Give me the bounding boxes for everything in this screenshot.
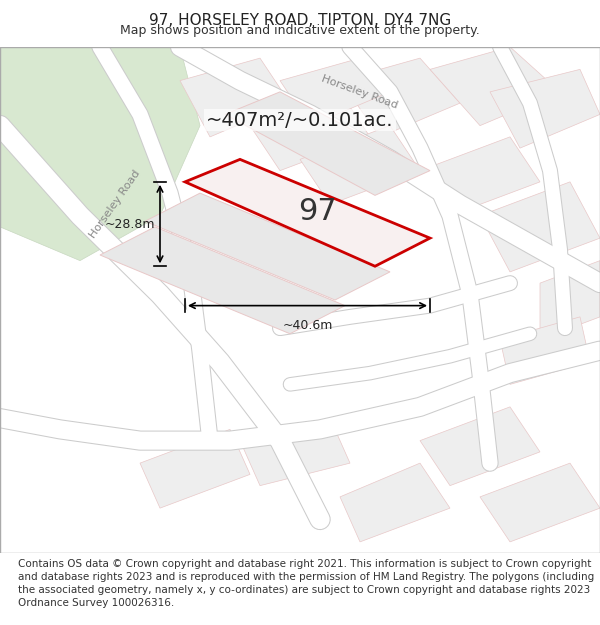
Text: Contains OS data © Crown copyright and database right 2021. This information is : Contains OS data © Crown copyright and d…	[18, 559, 594, 609]
Text: Horseley Road: Horseley Road	[320, 73, 400, 111]
Text: Horseley Road: Horseley Road	[88, 169, 142, 240]
Polygon shape	[250, 92, 370, 171]
Polygon shape	[500, 317, 590, 384]
Polygon shape	[185, 159, 430, 266]
Polygon shape	[490, 69, 600, 148]
Polygon shape	[340, 463, 450, 542]
Text: ~407m²/~0.101ac.: ~407m²/~0.101ac.	[206, 111, 394, 129]
Polygon shape	[300, 126, 420, 204]
Polygon shape	[430, 47, 560, 126]
Polygon shape	[0, 47, 200, 261]
Polygon shape	[140, 429, 250, 508]
Polygon shape	[420, 137, 540, 216]
Polygon shape	[340, 58, 460, 137]
Text: 97: 97	[298, 197, 337, 226]
Polygon shape	[180, 58, 290, 137]
Polygon shape	[480, 463, 600, 542]
Polygon shape	[145, 193, 390, 300]
Text: Map shows position and indicative extent of the property.: Map shows position and indicative extent…	[120, 24, 480, 36]
Polygon shape	[225, 92, 430, 196]
Polygon shape	[280, 58, 390, 126]
Text: ~40.6m: ~40.6m	[283, 319, 332, 332]
Polygon shape	[540, 261, 600, 339]
Polygon shape	[420, 407, 540, 486]
Polygon shape	[100, 227, 345, 334]
Polygon shape	[240, 418, 350, 486]
Text: ~28.8m: ~28.8m	[104, 217, 155, 231]
Polygon shape	[480, 182, 600, 272]
Text: 97, HORSELEY ROAD, TIPTON, DY4 7NG: 97, HORSELEY ROAD, TIPTON, DY4 7NG	[149, 13, 451, 28]
